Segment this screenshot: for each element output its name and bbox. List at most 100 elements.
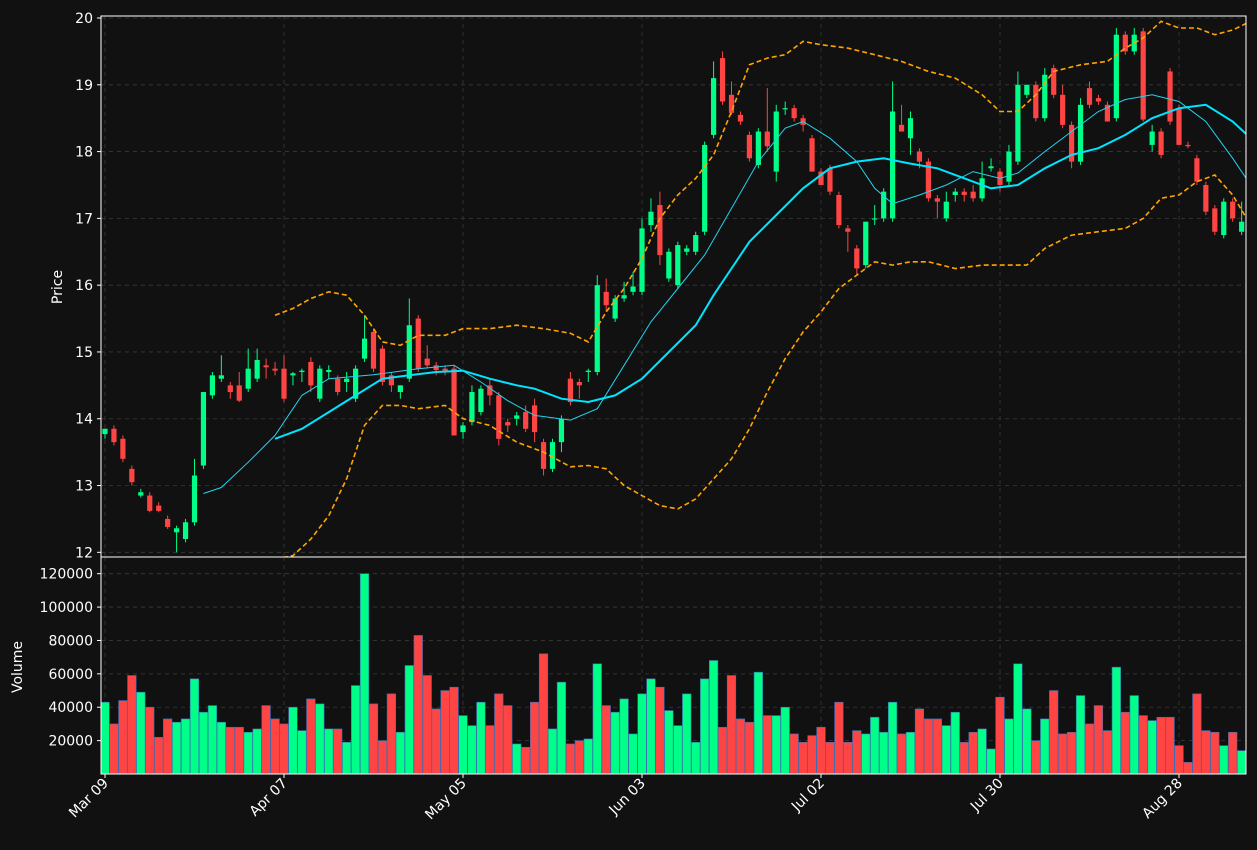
candle-up xyxy=(558,418,565,443)
volume-bar xyxy=(861,733,871,774)
volume-bar xyxy=(1084,723,1095,774)
volume-bar xyxy=(440,690,450,774)
volume-bar xyxy=(1067,731,1077,774)
candle-up xyxy=(863,221,869,266)
candle-up xyxy=(782,108,788,110)
volume-bar xyxy=(503,705,513,774)
volume-bar xyxy=(771,715,781,774)
volume-bar xyxy=(1228,731,1238,774)
candle-up xyxy=(353,368,359,399)
candle-down xyxy=(1185,144,1191,147)
volume-bar xyxy=(449,686,459,774)
x-tick-label: Jun 03 xyxy=(606,776,649,819)
volume-bar xyxy=(189,678,200,774)
volume-bar xyxy=(798,741,808,774)
candle-up xyxy=(1042,74,1048,119)
candle-down xyxy=(532,405,538,433)
candle-up xyxy=(245,368,251,389)
candle-down xyxy=(281,368,287,399)
candle-up xyxy=(1113,34,1119,119)
volume-bar xyxy=(422,675,432,774)
candle-down xyxy=(433,365,439,370)
volume-bar xyxy=(315,703,325,774)
candle-down xyxy=(505,422,511,426)
candle-up xyxy=(693,235,699,252)
volume-bar xyxy=(1013,663,1023,774)
candle-up xyxy=(675,245,681,286)
volume-bar xyxy=(1120,711,1130,774)
volume-bar xyxy=(601,705,611,774)
volume-bar xyxy=(1004,718,1014,774)
candle-down xyxy=(1203,184,1209,212)
volume-bar xyxy=(977,728,987,774)
price-axis-label: Price xyxy=(50,270,66,304)
candle-down xyxy=(523,412,529,429)
candle-down xyxy=(236,385,242,401)
volume-bar xyxy=(735,718,746,774)
candle-up xyxy=(755,131,761,165)
price-frame xyxy=(100,15,1247,558)
price-tick-label: 20 xyxy=(75,11,93,27)
volume-bar xyxy=(476,701,486,774)
volume-bar xyxy=(458,715,468,774)
volume-bar xyxy=(807,735,817,774)
volume-bar xyxy=(297,730,307,774)
candle-down xyxy=(603,291,609,306)
volume-bar xyxy=(592,663,602,774)
volume-bar xyxy=(306,698,316,774)
candle-up xyxy=(254,359,260,379)
volume-bar xyxy=(1075,695,1086,774)
volume-tick-label: 20000 xyxy=(48,734,93,750)
volume-bar xyxy=(431,708,441,774)
volume-bar xyxy=(288,706,298,774)
volume-bar xyxy=(225,726,235,774)
candle-up xyxy=(648,211,654,226)
candle-up xyxy=(290,373,296,376)
volume-bar xyxy=(565,743,575,774)
candle-down xyxy=(657,205,663,256)
price-tick-label: 13 xyxy=(75,479,93,495)
candle-down xyxy=(487,385,493,396)
candle-up xyxy=(397,385,403,393)
candle-down xyxy=(1095,98,1102,102)
candle-down xyxy=(567,378,573,403)
volume-bar xyxy=(1219,745,1229,774)
volume-bar xyxy=(386,693,397,774)
candle-up xyxy=(666,251,672,279)
candle-down xyxy=(1230,201,1236,219)
candle-up xyxy=(943,201,949,219)
volume-bar xyxy=(1192,693,1202,774)
x-tick-label: Mar 09 xyxy=(66,776,112,822)
volume-bar xyxy=(691,741,701,774)
candle-down xyxy=(227,385,233,393)
volume-bar xyxy=(879,731,889,774)
volume-bar xyxy=(538,653,549,774)
candle-up xyxy=(585,370,591,372)
candle-down xyxy=(1122,34,1128,52)
candle-up xyxy=(630,286,636,292)
volume-bar xyxy=(1156,716,1166,774)
candle-up xyxy=(102,428,108,435)
volume-bar xyxy=(261,705,271,774)
candle-up xyxy=(1149,131,1155,145)
candle-down xyxy=(1086,88,1093,105)
candle-up xyxy=(138,492,144,496)
overlays xyxy=(203,20,1246,557)
candles xyxy=(102,28,1245,553)
x-tick-label: Apr 07 xyxy=(247,776,291,820)
volume-bar xyxy=(368,703,379,774)
candle-down xyxy=(809,138,815,172)
volume-bar xyxy=(1129,695,1139,774)
volume-bar xyxy=(941,725,951,774)
volume-bar xyxy=(637,693,647,774)
volume-bar xyxy=(870,716,880,774)
candle-down xyxy=(156,505,162,511)
candle-down xyxy=(540,442,547,469)
volume-bar xyxy=(619,698,629,774)
price-tick-label: 14 xyxy=(75,412,93,428)
volume-bar xyxy=(932,718,942,774)
candle-down xyxy=(451,368,457,436)
volume-bar xyxy=(995,696,1005,774)
volume-bar xyxy=(350,685,361,774)
candle-up xyxy=(182,522,189,539)
